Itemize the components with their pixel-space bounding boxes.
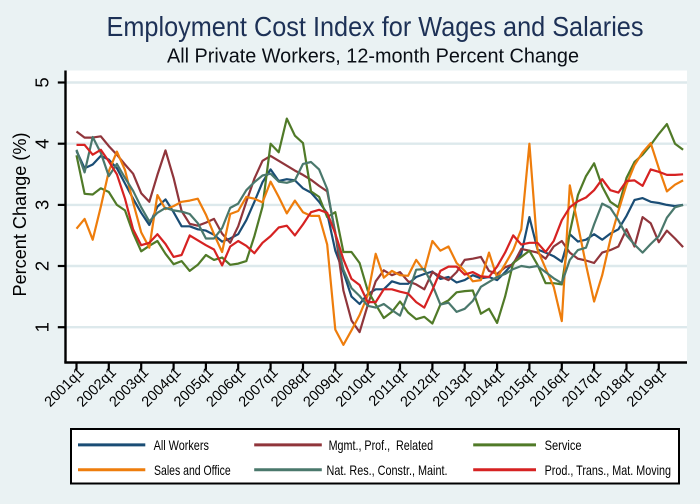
svg-text:2: 2 <box>32 261 53 271</box>
svg-text:Sales and Office: Sales and Office <box>154 462 231 478</box>
svg-text:5: 5 <box>32 77 53 87</box>
svg-text:4: 4 <box>32 139 53 149</box>
svg-text:Service: Service <box>545 437 582 453</box>
svg-text:1: 1 <box>32 322 53 332</box>
svg-text:Prod., Trans., Mat. Moving: Prod., Trans., Mat. Moving <box>545 462 671 478</box>
svg-text:Percent Change (%): Percent Change (%) <box>10 133 30 297</box>
svg-text:Nat. Res., Constr., Maint.: Nat. Res., Constr., Maint. <box>327 462 448 478</box>
svg-text:Mgmt., Prof., Related: Mgmt., Prof., Related <box>329 437 434 453</box>
svg-text:All Private Workers, 12-month: All Private Workers, 12-month Percent Ch… <box>167 46 579 68</box>
svg-text:3: 3 <box>32 200 53 210</box>
svg-text:Employment Cost Index for Wage: Employment Cost Index for Wages and Sala… <box>107 11 644 42</box>
svg-text:All Workers: All Workers <box>154 437 209 453</box>
